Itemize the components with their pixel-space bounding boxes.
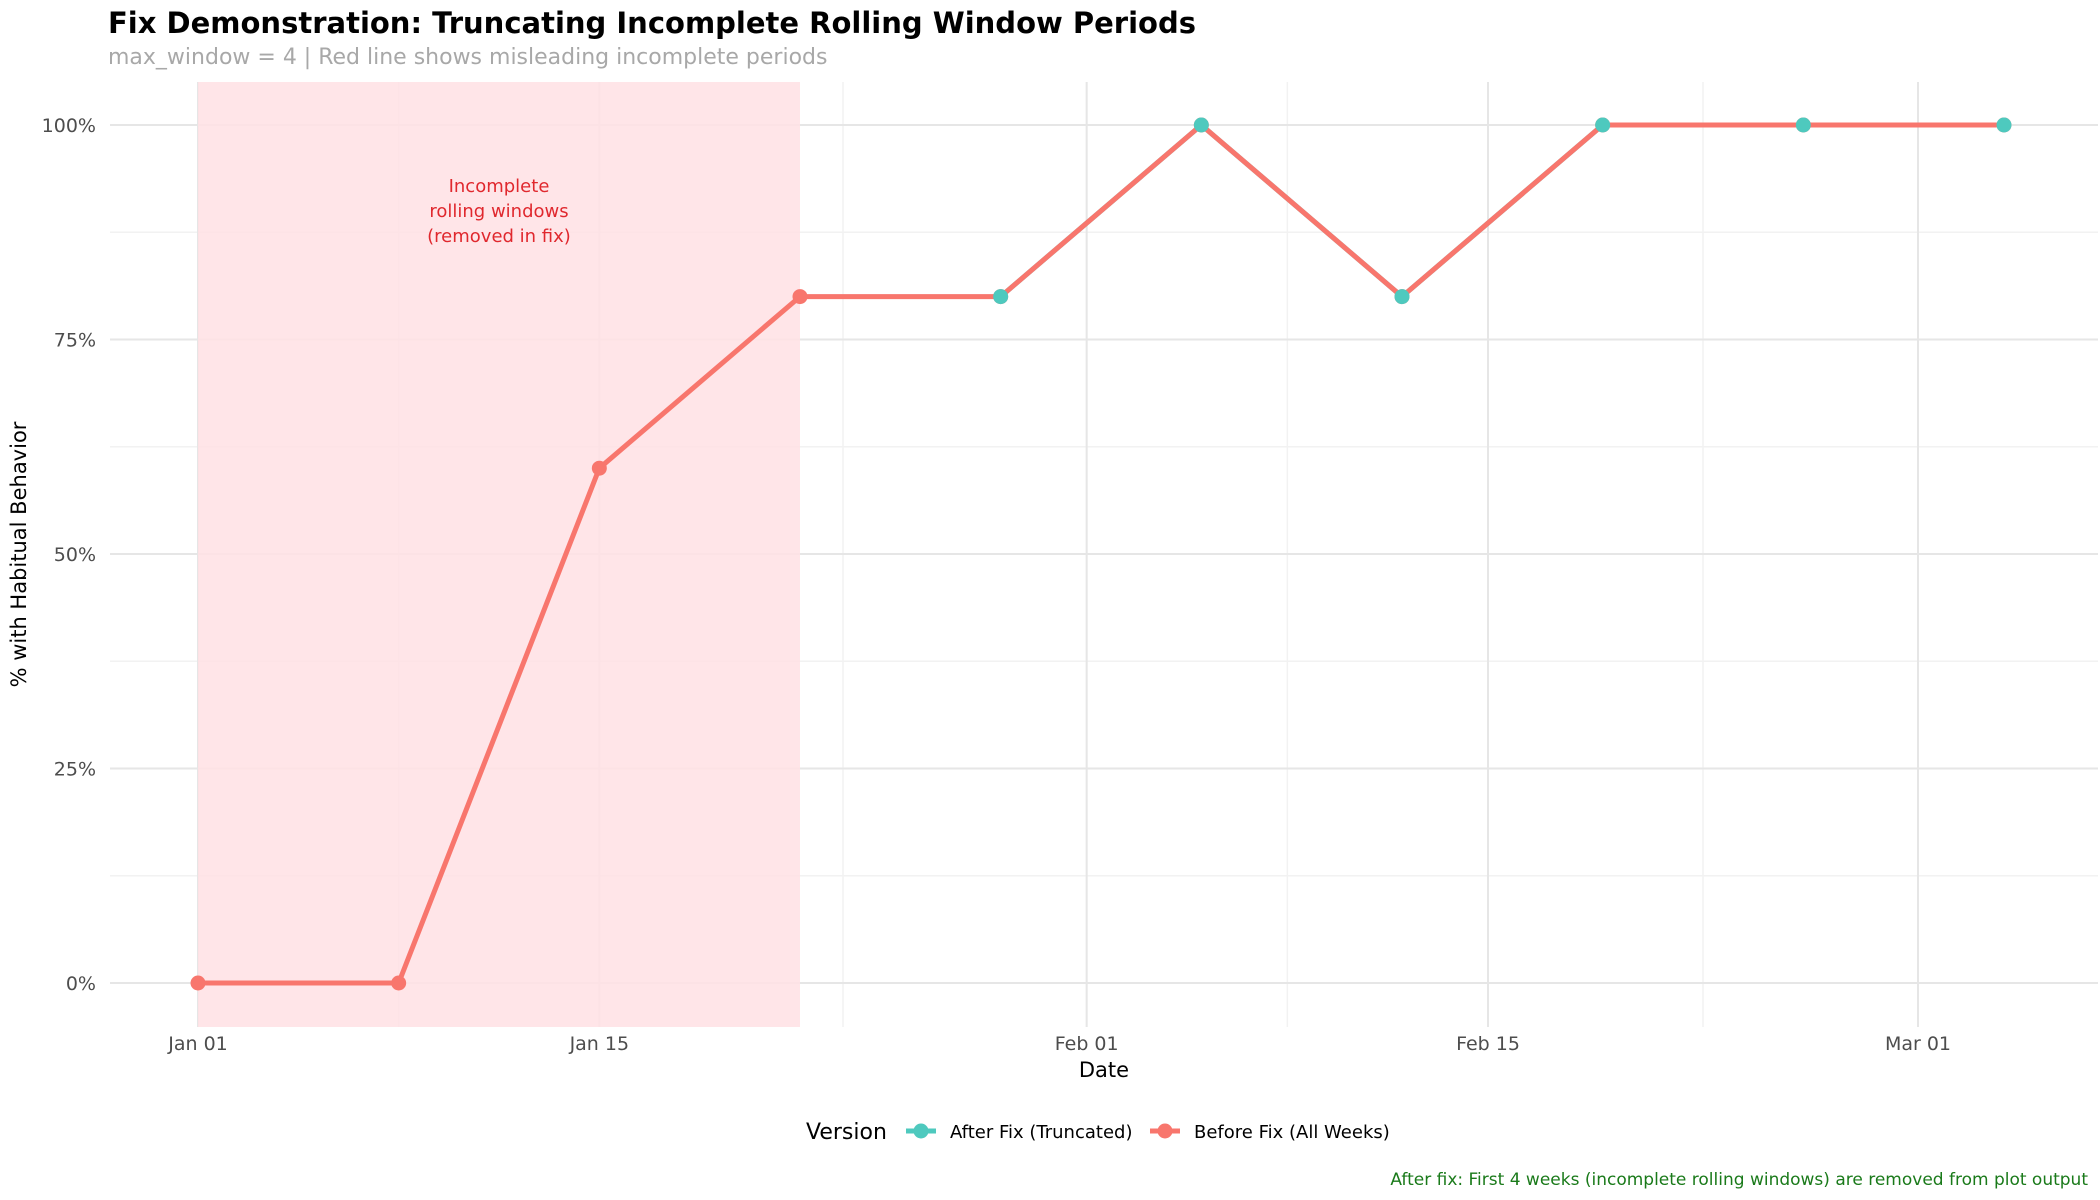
x-tick-label: Feb 15 [1456,1033,1520,1055]
shaded-region: Incomplete rolling windows (removed in fix… [198,82,800,1027]
after-fix-point [1795,117,1811,133]
before-fix-point [190,975,206,991]
series-points [190,117,2012,991]
shade-annotation-line: rolling windows [429,201,568,222]
after-fix-point [1996,117,2012,133]
after-fix-point [1595,117,1611,133]
axis-labels: 0% 25% 50% 75% 100% Jan 01 Jan 15 Feb 01 Feb 15 M… [7,115,1951,1082]
chart-caption: After fix: First 4 weeks (incomplete rol… [1390,1170,2088,1190]
series-lines [198,122,2004,986]
y-tick-label: 50% [54,544,96,566]
y-tick-label: 0% [66,973,96,995]
before-fix-point [792,289,808,305]
legend: Version After Fix (Truncated) Before Fix (… [806,1120,1390,1145]
x-tick-label: Jan 01 [167,1033,228,1055]
legend-key-point [1157,1123,1173,1139]
shade-annotation-line: (removed in fix) [427,226,571,247]
after-fix-point [1193,117,1209,133]
after-fix-point [993,289,1009,305]
legend-title: Version [806,1120,887,1145]
x-tick-label: Jan 15 [569,1033,630,1055]
legend-entry-label: After Fix (Truncated) [950,1122,1132,1143]
x-tick-label: Feb 01 [1055,1033,1119,1055]
y-tick-label: 25% [54,759,96,781]
chart-subtitle: max_window = 4 | Red line shows misleadi… [108,45,828,70]
shade-annotation-line: Incomplete [449,176,550,197]
before-fix-point [391,975,407,991]
y-tick-label: 75% [54,330,96,352]
y-axis-title: % with Habitual Behavior [7,421,31,687]
chart-title: Fix Demonstration: Truncating Incomplete… [108,6,1196,40]
before-fix-line [198,122,2004,986]
incomplete-window-shade [198,82,800,1027]
x-axis-title: Date [1079,1058,1129,1082]
x-tick-label: Mar 01 [1885,1033,1951,1055]
before-fix-point [591,460,607,476]
y-tick-label: 100% [42,115,96,137]
legend-entry-label: Before Fix (All Weeks) [1194,1122,1390,1143]
after-fix-point [1394,289,1410,305]
legend-key-point [913,1123,929,1139]
